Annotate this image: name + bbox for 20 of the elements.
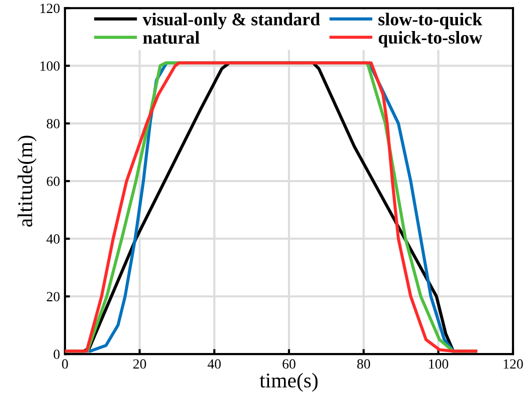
x-tick-label: 20	[133, 359, 146, 369]
y-tick-label: 40	[46, 234, 60, 244]
x-tick-label: 0	[62, 359, 68, 369]
x-tick-label: 120	[504, 359, 523, 369]
y-tick-label: 120	[40, 4, 60, 14]
y-tick-label: 60	[46, 176, 60, 186]
x-tick-label: 100	[429, 359, 448, 369]
y-tick-label: 0	[54, 350, 60, 359]
legend-label: natural	[143, 31, 200, 44]
x-tick-label: 60	[282, 359, 296, 369]
x-axis-title: time(s)	[260, 372, 318, 392]
x-tick-label: 80	[357, 359, 370, 369]
y-axis-title: altitude(m)	[18, 136, 37, 227]
legend-label: visual-only & standard	[142, 12, 320, 30]
y-tick-label: 20	[46, 292, 60, 302]
y-tick-label: 100	[40, 61, 60, 71]
x-tick-label: 40	[208, 359, 221, 369]
y-tick-label: 80	[46, 119, 60, 128]
legend-label: quick-to-slow	[378, 31, 482, 48]
legend-label: slow-to-quick	[378, 12, 482, 30]
